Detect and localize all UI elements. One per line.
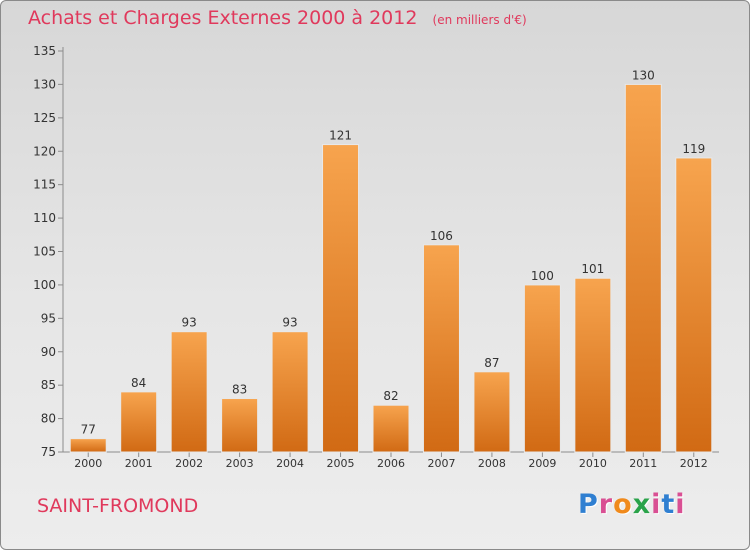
x-tick-label: 2000 [74,457,102,470]
x-tick-label: 2006 [377,457,405,470]
x-tick-label: 2003 [226,457,254,470]
logo-letter: i [675,489,686,520]
bar [271,331,309,453]
title-row: Achats et Charges Externes 2000 à 2012 (… [28,7,527,29]
bar [69,438,107,453]
data-label: 77 [81,423,96,437]
bar [120,391,158,453]
logo-letter: r [598,489,614,520]
bar [473,371,511,453]
data-label: 82 [383,389,398,403]
x-tick-label: 2007 [427,457,455,470]
bar [322,144,360,453]
bars [69,83,713,453]
data-label: 93 [282,316,297,330]
proxiti-logo: Proxiti [578,489,686,520]
logo-letter: o [613,489,633,520]
bar [523,284,561,453]
y-tick-label: 90 [41,345,56,359]
bar [574,277,612,453]
data-label: 101 [581,262,604,276]
bar [372,404,410,453]
x-tick-label: 2012 [680,457,708,470]
chart-title: Achats et Charges Externes 2000 à 2012 [28,7,418,29]
bar [221,398,259,453]
city-name: SAINT-FROMOND [37,495,199,517]
x-tick-label: 2011 [629,457,657,470]
x-axis: 2000 2001 2002 2003 2004 2005 2006 2007 2008 2009… [63,451,719,470]
data-label: 121 [329,129,352,143]
data-label: 100 [531,269,554,283]
y-axis: 75 80 85 90 95 100 105 110 115 120 125 130 135 [33,44,64,459]
data-label: 106 [430,229,453,243]
data-label: 84 [131,376,146,390]
data-label: 87 [484,356,499,370]
x-tick-label: 2009 [528,457,556,470]
y-tick-label: 120 [33,144,56,158]
data-label: 93 [182,316,197,330]
bar [422,244,460,453]
logo-letter: P [578,489,599,520]
bar [624,83,662,453]
y-tick-label: 125 [33,111,56,125]
bar [675,157,713,453]
y-tick-label: 95 [41,311,56,325]
logo-letter: i [651,489,662,520]
y-tick-label: 110 [33,211,56,225]
x-tick-label: 2008 [478,457,506,470]
y-tick-label: 135 [33,44,56,58]
logo-letter: x [632,489,652,520]
y-tick-label: 80 [41,412,56,426]
data-label: 83 [232,383,247,397]
y-tick-label: 130 [33,77,56,91]
y-tick-label: 100 [33,278,56,292]
data-label: 119 [682,142,705,156]
y-tick-label: 115 [33,178,56,192]
data-labels: 77 84 93 83 93 121 82 106 87 100 101 130 119 [81,68,706,436]
x-tick-label: 2002 [175,457,203,470]
x-tick-label: 2010 [579,457,607,470]
bar [170,331,208,453]
y-tick-label: 75 [41,445,56,459]
data-label: 130 [632,68,655,82]
x-tick-label: 2001 [125,457,153,470]
y-tick-label: 105 [33,245,56,259]
x-tick-label: 2005 [327,457,355,470]
logo-letter: t [661,489,676,520]
y-tick-label: 85 [41,378,56,392]
chart-subtitle: (en milliers d'€) [432,13,527,27]
x-tick-label: 2004 [276,457,304,470]
